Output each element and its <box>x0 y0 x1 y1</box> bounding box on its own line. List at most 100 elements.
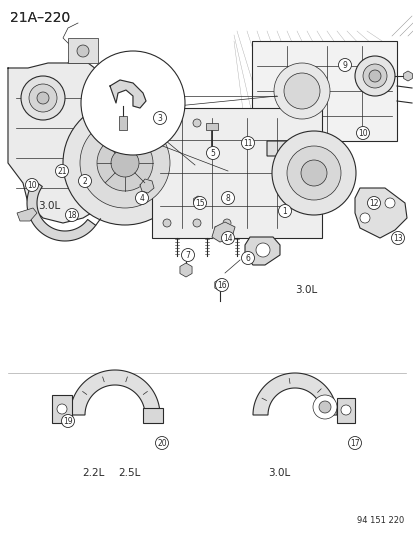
Circle shape <box>368 70 380 82</box>
FancyBboxPatch shape <box>152 108 321 238</box>
Circle shape <box>192 219 201 227</box>
Circle shape <box>206 147 219 159</box>
Circle shape <box>26 179 38 191</box>
Text: 5: 5 <box>210 149 215 157</box>
Bar <box>119 116 127 130</box>
Circle shape <box>278 205 291 217</box>
FancyBboxPatch shape <box>252 41 396 141</box>
Text: 8: 8 <box>225 193 230 203</box>
Circle shape <box>283 73 319 109</box>
Circle shape <box>37 92 49 104</box>
Text: 4: 4 <box>139 193 144 203</box>
Circle shape <box>78 174 91 188</box>
Circle shape <box>57 404 67 414</box>
Circle shape <box>318 401 330 413</box>
Circle shape <box>163 119 171 127</box>
Circle shape <box>97 135 153 191</box>
Text: 3.0L: 3.0L <box>267 468 290 478</box>
Text: 12: 12 <box>368 198 378 207</box>
Circle shape <box>300 160 326 186</box>
Text: 11: 11 <box>243 139 252 148</box>
Circle shape <box>62 415 74 427</box>
Text: 94 151 220: 94 151 220 <box>356 516 403 525</box>
Circle shape <box>63 101 187 225</box>
Circle shape <box>271 131 355 215</box>
Circle shape <box>348 437 361 449</box>
Circle shape <box>391 231 404 245</box>
Circle shape <box>362 64 386 88</box>
Polygon shape <box>27 181 95 241</box>
Circle shape <box>241 252 254 264</box>
Circle shape <box>215 279 228 292</box>
Circle shape <box>384 198 394 208</box>
Circle shape <box>356 126 369 140</box>
Polygon shape <box>354 188 406 238</box>
Polygon shape <box>252 373 336 415</box>
Text: 2.2L: 2.2L <box>82 468 104 478</box>
Text: 13: 13 <box>392 233 402 243</box>
Text: 21A–220: 21A–220 <box>10 11 70 25</box>
Circle shape <box>223 219 230 227</box>
Text: 17: 17 <box>349 439 359 448</box>
Text: 7: 7 <box>185 251 190 260</box>
Text: 20: 20 <box>157 439 166 448</box>
Circle shape <box>111 149 139 177</box>
Circle shape <box>65 208 78 222</box>
FancyBboxPatch shape <box>68 38 98 63</box>
Text: 3: 3 <box>157 114 162 123</box>
Text: 19: 19 <box>63 416 73 425</box>
Circle shape <box>273 63 329 119</box>
Polygon shape <box>8 63 108 223</box>
Circle shape <box>359 213 369 223</box>
Polygon shape <box>110 80 146 108</box>
Circle shape <box>367 197 380 209</box>
Text: 1: 1 <box>282 206 287 215</box>
Circle shape <box>155 437 168 449</box>
Circle shape <box>153 111 166 125</box>
Circle shape <box>21 76 65 120</box>
FancyBboxPatch shape <box>336 398 354 423</box>
Text: 14: 14 <box>223 233 232 243</box>
Polygon shape <box>266 141 331 156</box>
Circle shape <box>192 119 201 127</box>
Circle shape <box>354 56 394 96</box>
Circle shape <box>221 191 234 205</box>
Polygon shape <box>244 237 279 265</box>
Text: 9: 9 <box>342 61 347 69</box>
FancyBboxPatch shape <box>142 408 163 423</box>
Circle shape <box>193 197 206 209</box>
Circle shape <box>181 248 194 262</box>
Polygon shape <box>140 179 154 193</box>
Circle shape <box>80 118 170 208</box>
Circle shape <box>163 219 171 227</box>
Circle shape <box>338 59 351 71</box>
Text: 3.0L: 3.0L <box>294 285 316 295</box>
Circle shape <box>241 136 254 149</box>
FancyBboxPatch shape <box>52 395 72 423</box>
Text: 2: 2 <box>83 176 87 185</box>
Text: 3.0L: 3.0L <box>38 201 60 211</box>
Circle shape <box>81 51 185 155</box>
Circle shape <box>312 395 336 419</box>
Text: 10: 10 <box>357 128 367 138</box>
Circle shape <box>29 84 57 112</box>
Bar <box>206 123 218 130</box>
Circle shape <box>55 165 68 177</box>
Polygon shape <box>211 222 235 242</box>
Circle shape <box>77 45 89 57</box>
Polygon shape <box>70 370 159 415</box>
Text: 16: 16 <box>217 280 226 289</box>
Text: 10: 10 <box>27 181 37 190</box>
Text: 18: 18 <box>67 211 76 220</box>
Text: 21: 21 <box>57 166 66 175</box>
Circle shape <box>135 191 148 205</box>
Circle shape <box>286 146 340 200</box>
Text: 6: 6 <box>245 254 250 262</box>
Text: 2.5L: 2.5L <box>118 468 140 478</box>
Text: 21A–220: 21A–220 <box>10 11 70 25</box>
Circle shape <box>255 243 269 257</box>
Circle shape <box>340 405 350 415</box>
Polygon shape <box>17 208 37 221</box>
Text: 15: 15 <box>195 198 204 207</box>
Circle shape <box>221 231 234 245</box>
